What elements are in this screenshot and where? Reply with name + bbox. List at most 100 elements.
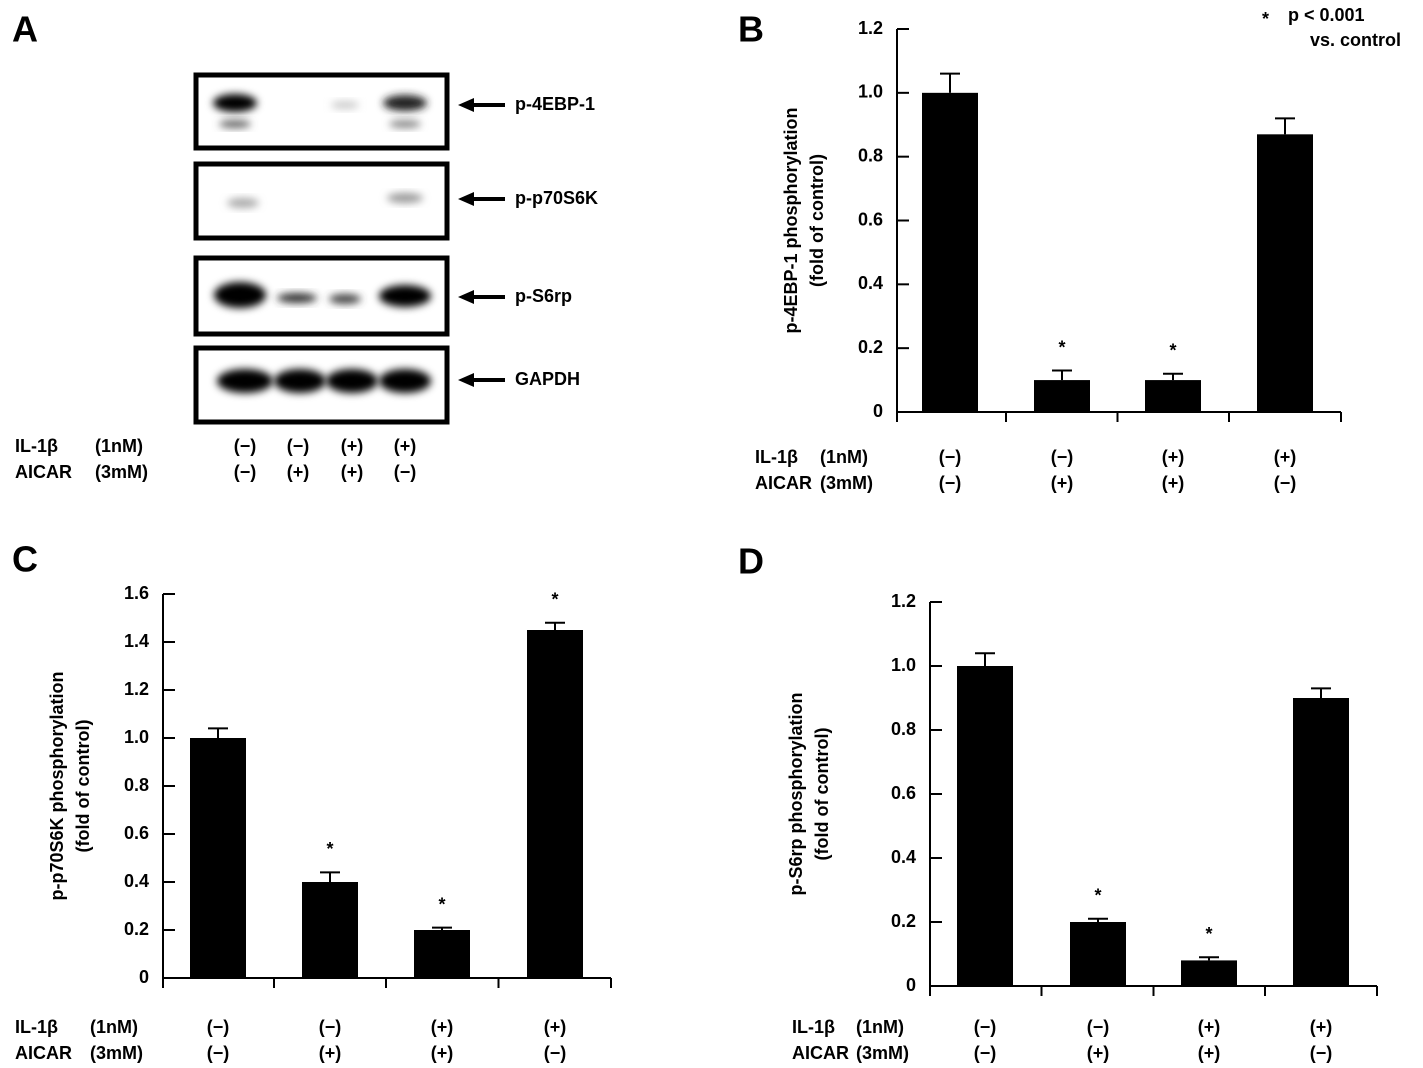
y-axis-label: p-4EBP-1 phosphorylation: [781, 107, 801, 333]
y-axis-label: p-S6rp phosphorylation: [786, 692, 806, 895]
treatment-sign: (−): [1274, 473, 1297, 493]
treatment-sign: (−): [287, 436, 310, 456]
bar: [302, 882, 358, 978]
treatment-dose: (3mM): [820, 473, 873, 493]
band-label: p-4EBP-1: [515, 94, 595, 114]
treatment-sign: (−): [974, 1043, 997, 1063]
arrow-head: [458, 192, 474, 206]
treatment-sign: (−): [974, 1017, 997, 1037]
bar: [922, 92, 978, 412]
treatment-sign: (−): [1310, 1043, 1333, 1063]
note-symbol: *: [1262, 9, 1269, 29]
panel-label: D: [738, 541, 764, 582]
y-tick-label: 0.4: [891, 847, 916, 867]
treatment-sign: (+): [1051, 473, 1074, 493]
treatment-sign: (−): [234, 436, 257, 456]
treatment-name: AICAR: [755, 473, 812, 493]
treatment-sign: (+): [341, 462, 364, 482]
treatment-sign: (+): [431, 1043, 454, 1063]
y-tick-label: 1.2: [858, 18, 883, 38]
y-tick-label: 1.2: [124, 679, 149, 699]
treatment-sign: (+): [1198, 1017, 1221, 1037]
treatment-sign: (−): [939, 473, 962, 493]
treatment-sign: (−): [319, 1017, 342, 1037]
significance: *: [438, 894, 445, 914]
treatment-sign: (−): [234, 462, 257, 482]
y-tick-label: 0: [139, 967, 149, 987]
significance: *: [1094, 886, 1101, 906]
treatment-dose: (1nM): [90, 1017, 138, 1037]
y-tick-label: 0.4: [124, 871, 149, 891]
treatment-sign: (−): [207, 1043, 230, 1063]
y-axis-label: (fold of control): [73, 720, 93, 853]
treatment-sign: (+): [319, 1043, 342, 1063]
y-tick-label: 0: [873, 401, 883, 421]
y-axis-label: (fold of control): [812, 728, 832, 861]
treatment-name: IL-1β: [792, 1017, 835, 1037]
bar: [1034, 380, 1090, 412]
treatment-dose: (3mM): [856, 1043, 909, 1063]
treatment-sign: (−): [1051, 447, 1074, 467]
y-axis-label: (fold of control): [807, 154, 827, 287]
significance: *: [1169, 340, 1176, 360]
y-tick-label: 1.0: [858, 82, 883, 102]
treatment-dose: (1nM): [856, 1017, 904, 1037]
treatment-sign: (+): [1162, 447, 1185, 467]
treatment-sign: (+): [1274, 447, 1297, 467]
y-tick-label: 0.6: [891, 783, 916, 803]
treatment-name: AICAR: [792, 1043, 849, 1063]
y-tick-label: 0.6: [124, 823, 149, 843]
treatment-sign: (+): [394, 436, 417, 456]
treatment-name: IL-1β: [15, 1017, 58, 1037]
y-tick-label: 0.4: [858, 273, 883, 293]
bar: [1145, 380, 1201, 412]
y-axis-label: p-p70S6K phosphorylation: [47, 671, 67, 900]
bar: [1293, 698, 1349, 986]
bar: [1070, 922, 1126, 986]
treatment-sign: (+): [431, 1017, 454, 1037]
arrow-head: [458, 290, 474, 304]
panel-label: A: [12, 9, 38, 50]
band-label: p-p70S6K: [515, 188, 598, 208]
band-label: GAPDH: [515, 369, 580, 389]
significance: *: [326, 839, 333, 859]
bar: [190, 738, 246, 978]
bar: [957, 666, 1013, 986]
treatment-sign: (+): [1087, 1043, 1110, 1063]
significance: *: [551, 590, 558, 610]
y-tick-label: 1.0: [891, 655, 916, 675]
treatment-sign: (−): [394, 462, 417, 482]
y-tick-label: 1.4: [124, 631, 149, 651]
bar: [1181, 960, 1237, 986]
treatment-name: AICAR: [15, 1043, 72, 1063]
y-tick-label: 0.8: [858, 145, 883, 165]
band-label: p-S6rp: [515, 286, 572, 306]
bar: [414, 930, 470, 978]
treatment-sign: (+): [1162, 473, 1185, 493]
y-tick-label: 0: [906, 975, 916, 995]
treatment-sign: (+): [1310, 1017, 1333, 1037]
treatment-dose: (1nM): [820, 447, 868, 467]
y-tick-label: 0.2: [891, 911, 916, 931]
treatment-sign: (−): [939, 447, 962, 467]
treatment-name: IL-1β: [755, 447, 798, 467]
treatment-sign: (+): [287, 462, 310, 482]
treatment-dose: (1nM): [95, 436, 143, 456]
y-tick-label: 1.6: [124, 583, 149, 603]
treatment-sign: (+): [544, 1017, 567, 1037]
arrow-head: [458, 373, 474, 387]
panel-label: B: [738, 9, 764, 50]
panel-label: C: [12, 539, 38, 580]
blot-images: [193, 72, 450, 425]
treatment-sign: (−): [544, 1043, 567, 1063]
treatment-sign: (−): [1087, 1017, 1110, 1037]
significance: *: [1058, 337, 1065, 357]
note-text: p < 0.001: [1288, 5, 1365, 25]
significance: *: [1205, 924, 1212, 944]
treatment-sign: (−): [207, 1017, 230, 1037]
treatment-dose: (3mM): [90, 1043, 143, 1063]
y-tick-label: 1.2: [891, 591, 916, 611]
treatment-dose: (3mM): [95, 462, 148, 482]
bar: [527, 630, 583, 978]
